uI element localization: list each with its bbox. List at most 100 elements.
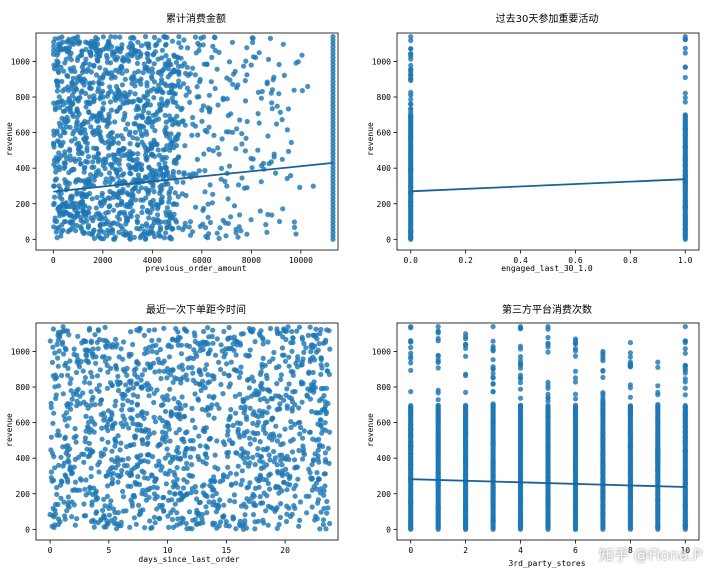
data-point — [165, 513, 171, 519]
data-point — [93, 510, 99, 516]
data-point — [139, 204, 145, 210]
data-point — [136, 328, 142, 334]
data-point — [408, 422, 414, 428]
data-point — [128, 415, 134, 421]
data-point — [545, 454, 551, 460]
data-point — [109, 412, 115, 418]
data-point — [600, 502, 606, 508]
data-point — [162, 470, 168, 476]
data-point — [130, 341, 136, 348]
data-point — [107, 84, 113, 90]
data-point — [98, 171, 104, 177]
data-point — [69, 514, 75, 520]
data-point — [60, 463, 66, 469]
data-point — [88, 473, 94, 480]
data-point — [96, 328, 102, 334]
data-point — [58, 454, 64, 460]
data-point — [145, 91, 151, 98]
y-tick-label: 800 — [377, 93, 392, 102]
data-point — [112, 336, 119, 342]
data-point — [214, 336, 220, 342]
data-point — [217, 497, 223, 503]
data-point — [58, 64, 64, 70]
data-point — [123, 93, 129, 99]
data-point — [320, 443, 326, 449]
data-point — [682, 433, 688, 439]
data-point — [102, 503, 108, 509]
data-point — [86, 109, 92, 116]
data-point — [235, 182, 242, 188]
data-point — [490, 345, 496, 352]
data-point — [682, 448, 688, 454]
data-point — [435, 480, 441, 486]
y-tick-label: 200 — [377, 200, 392, 209]
data-point — [313, 326, 319, 332]
data-point — [88, 338, 94, 344]
data-point — [79, 126, 85, 132]
data-point — [122, 114, 128, 120]
data-point — [236, 224, 242, 230]
data-point — [182, 327, 188, 333]
data-point — [138, 452, 144, 458]
data-point — [83, 39, 89, 45]
data-point — [291, 486, 297, 492]
data-point — [312, 451, 318, 457]
data-point — [200, 459, 206, 465]
data-point — [627, 442, 634, 448]
data-point — [319, 430, 325, 436]
data-point — [111, 236, 117, 242]
data-point — [224, 361, 230, 367]
data-point — [408, 34, 414, 40]
data-point — [408, 228, 414, 235]
data-point — [146, 215, 152, 221]
data-point — [156, 368, 162, 374]
data-point — [490, 501, 496, 507]
data-point — [242, 460, 248, 466]
data-point — [324, 327, 330, 333]
data-point — [146, 164, 152, 170]
data-point — [270, 356, 276, 362]
data-point — [170, 507, 176, 513]
y-tick-label: 200 — [16, 200, 31, 209]
data-point — [94, 194, 100, 201]
data-point — [108, 416, 114, 423]
data-point — [655, 439, 661, 445]
data-point — [305, 332, 311, 338]
data-point — [166, 90, 172, 96]
data-point — [108, 34, 114, 40]
data-point — [101, 221, 107, 227]
data-point — [201, 205, 207, 211]
data-point — [303, 345, 309, 351]
y-tick-label: 1000 — [372, 57, 391, 66]
data-point — [655, 401, 661, 408]
data-point — [69, 396, 75, 402]
data-point — [201, 482, 207, 488]
data-point — [90, 419, 96, 425]
data-point — [627, 506, 634, 512]
data-point — [309, 342, 315, 348]
data-point — [48, 404, 54, 411]
data-point — [517, 415, 524, 421]
data-point — [79, 48, 85, 55]
data-point — [517, 376, 524, 382]
data-point — [682, 126, 688, 132]
data-point — [135, 374, 141, 380]
x-tick-label: 2000 — [93, 256, 112, 265]
data-point — [144, 64, 150, 70]
data-point — [220, 97, 226, 103]
data-point — [572, 453, 579, 459]
data-point — [318, 422, 324, 428]
x-tick-label: 20 — [280, 546, 290, 555]
data-point — [142, 145, 148, 151]
data-point — [490, 324, 496, 330]
data-point — [545, 466, 551, 472]
data-point — [627, 471, 634, 477]
data-point — [129, 80, 135, 87]
data-point — [168, 185, 174, 191]
data-point — [132, 435, 138, 441]
data-point — [52, 507, 58, 513]
data-point — [408, 51, 414, 57]
data-point — [59, 196, 65, 202]
data-point — [238, 228, 244, 234]
data-point — [75, 210, 81, 216]
